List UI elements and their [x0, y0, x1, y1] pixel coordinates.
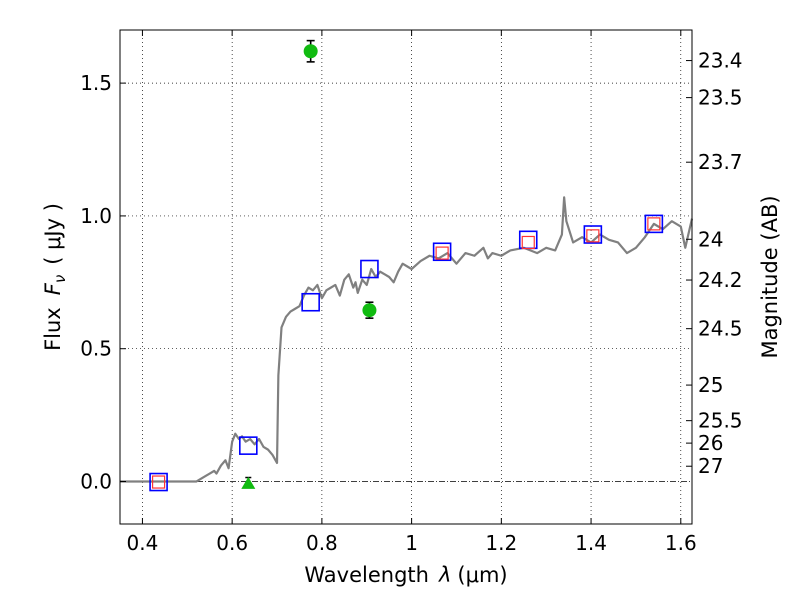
x-axis-ticks: 0.4 0.6 0.8 1 1.2 1.4 1.6 [127, 30, 697, 555]
magnitude-tick-label: 23.7 [698, 150, 743, 174]
magnitude-tick-label: 25.5 [698, 409, 743, 433]
detection-point [362, 303, 377, 318]
magnitude-tick-label: 24.5 [698, 317, 743, 341]
model-square-red [435, 246, 449, 260]
model-square [360, 259, 379, 279]
model-square [239, 436, 258, 455]
y-axis-label: Flux Fν ( μJy ) [41, 203, 69, 351]
magnitude-tick-label: 23.5 [698, 86, 743, 110]
upper-limit-triangle [241, 476, 256, 489]
magnitude-tick-label: 24.2 [698, 268, 743, 292]
magnitude-tick-label: 26 [698, 431, 723, 455]
model-square [301, 292, 320, 312]
sed-curve [120, 196, 694, 483]
model-square-red [586, 229, 600, 243]
x-axis-label-unit: (μm) [457, 563, 507, 587]
x-tick-label: 1.2 [485, 531, 517, 555]
y-tick-label: 0.0 [80, 470, 112, 494]
x-tick-label: 0.4 [127, 531, 159, 555]
x-tick-label: 1.4 [575, 531, 607, 555]
y-axis-ticks: 0.0 0.5 1.0 1.5 [80, 71, 126, 494]
magnitude-tick-label: 24 [698, 227, 723, 251]
magnitude-tick-label: 27 [698, 454, 723, 478]
y-axis-label-symbol: F [41, 282, 65, 295]
y-axis-label-text: Flux [41, 307, 65, 351]
y-axis-label-unit: ( μJy ) [41, 203, 65, 265]
magnitude-tick-label: 23.4 [698, 49, 743, 73]
model-square-red [521, 235, 535, 250]
y-tick-label: 1.0 [80, 204, 112, 228]
grid-lines [120, 30, 692, 524]
model-square-red [151, 475, 166, 489]
y-axis-label-subscript: ν [51, 275, 69, 283]
x-tick-label: 0.6 [216, 531, 248, 555]
y-tick-label: 1.5 [80, 71, 112, 95]
model-square [149, 472, 168, 492]
model-square-red [647, 217, 661, 231]
magnitude-axis-label: Magnitude (AB) [758, 195, 782, 358]
photometry-markers [149, 39, 664, 492]
y-tick-label: 0.5 [80, 337, 112, 361]
x-tick-label: 1 [405, 531, 418, 555]
x-axis-label: Wavelength λ (μm) [304, 563, 507, 587]
plot-frame [119, 29, 693, 525]
x-axis-label-text: Wavelength [304, 563, 429, 587]
sed-curve-layer [120, 196, 694, 483]
x-tick-label: 0.8 [306, 531, 338, 555]
model-square [583, 225, 603, 244]
detection-point [303, 44, 318, 59]
x-tick-label: 1.6 [665, 531, 697, 555]
x-axis-label-symbol: λ [438, 563, 451, 587]
magnitude-tick-label: 25 [698, 373, 723, 397]
model-square [644, 214, 664, 234]
model-square [432, 242, 452, 262]
